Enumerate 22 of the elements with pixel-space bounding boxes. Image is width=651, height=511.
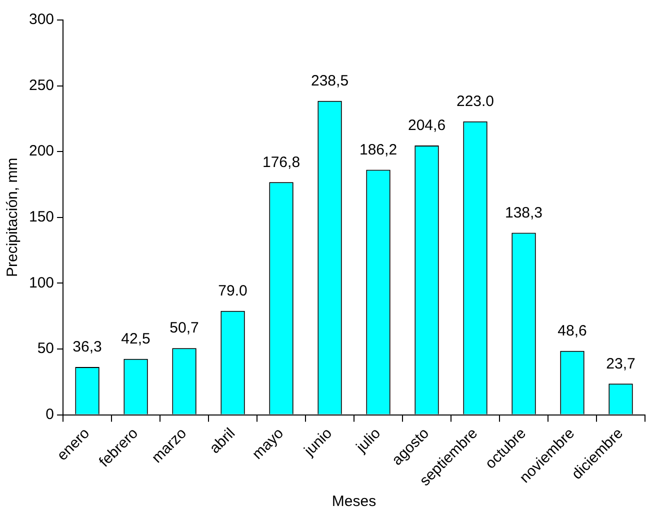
data-label: 50,7 [170,320,199,337]
x-axis-title: Meses [332,493,376,510]
y-tick-label: 100 [28,274,54,292]
y-tick-label: 200 [28,142,54,160]
y-axis-title: Precipitación, mm [4,158,22,278]
x-tick-label: julio [352,424,384,456]
y-tick-label: 0 [46,406,54,423]
data-label: 204,6 [408,117,446,134]
y-tick-label: 300 [28,11,54,28]
data-label: 186,2 [359,141,398,158]
data-label: 138,3 [504,204,543,222]
data-label: 79.0 [218,282,248,300]
data-label: 36,3 [72,338,102,356]
y-tick-label: 150 [28,208,54,226]
data-label: 238,5 [310,72,349,90]
data-label: 223.0 [456,92,494,110]
data-label: 176,8 [262,154,300,171]
y-tick-label: 250 [28,76,54,94]
data-label: 23,7 [606,355,636,372]
y-tick-label: 50 [37,340,54,358]
data-label: 48,6 [558,322,587,340]
data-label: 42,5 [121,330,150,348]
